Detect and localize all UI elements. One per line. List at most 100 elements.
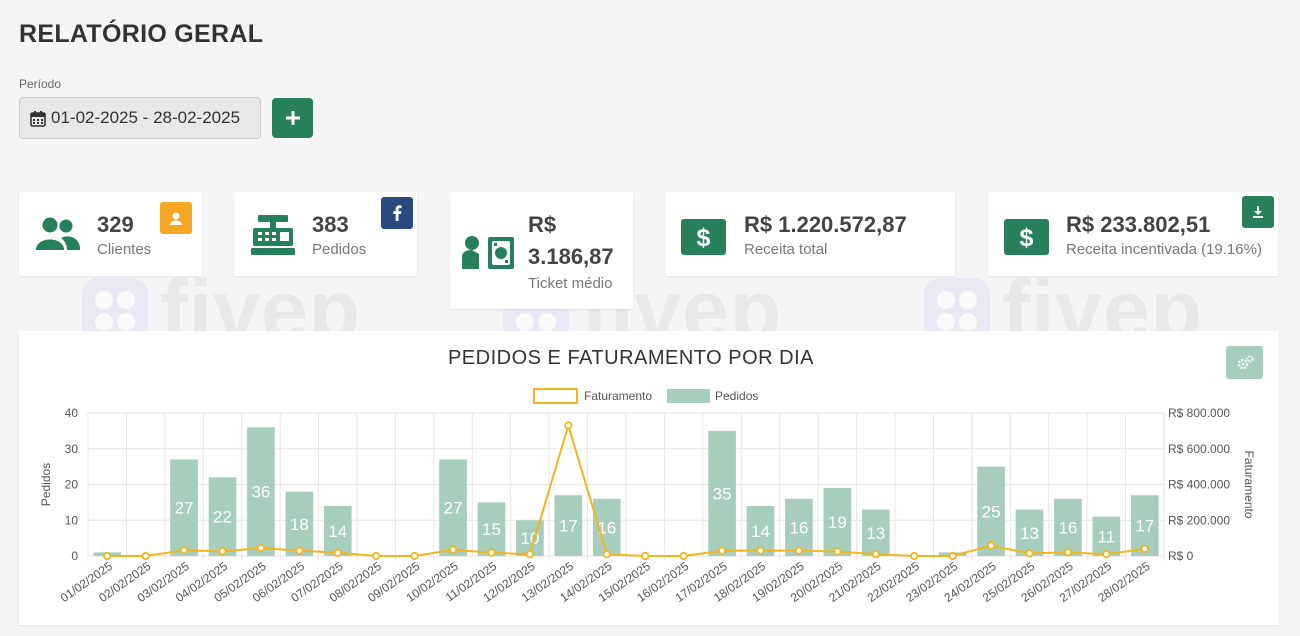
- clients-value: 329: [97, 212, 134, 237]
- chart-line-point: [141, 551, 150, 561]
- chart-canvas: 0 10 20 30 40 R$ 0 R$ 200.000 R$ 400.000 R$ 600.…: [39, 388, 1256, 605]
- chart-line-point: [794, 546, 804, 555]
- chart-bar: [977, 466, 1005, 556]
- chart-line-point: [986, 541, 996, 550]
- y-tick-right: R$ 200.000: [1168, 513, 1230, 527]
- facebook-icon: [393, 205, 402, 221]
- download-button[interactable]: [1242, 196, 1274, 228]
- bar-data-label: 14: [328, 522, 347, 541]
- y-tick-right: R$ 600.000: [1168, 442, 1230, 456]
- chart-bar: [247, 427, 275, 556]
- legend-swatch-faturamento: [533, 388, 578, 404]
- ticket-label: Ticket médio: [528, 275, 613, 292]
- chart-line-point: [602, 550, 611, 559]
- chart-line-point: [410, 551, 419, 561]
- chart-bar: [323, 505, 352, 556]
- chart-line-point: [372, 551, 381, 561]
- chart-line-point: [218, 547, 227, 556]
- chart-bar: [823, 488, 852, 556]
- cash-register-icon: [251, 215, 295, 255]
- chart-bar: [1015, 509, 1044, 556]
- bar-data-label: 11: [1098, 527, 1116, 546]
- bar-data-label: 13: [1020, 524, 1039, 543]
- chart-line-point: [679, 551, 688, 561]
- date-range-picker[interactable]: 01-02-2025 - 28-02-2025: [19, 97, 261, 139]
- bar-data-label: 10: [520, 529, 539, 548]
- chart-line-point: [717, 546, 727, 555]
- cogs-icon: [1237, 355, 1253, 369]
- chart-line-point: [487, 548, 496, 557]
- orders-value: 383: [312, 212, 349, 237]
- chart-bar: [1092, 516, 1121, 556]
- card-revenue: $ R$ 1.220.572,87 Receita total: [665, 192, 955, 276]
- clients-badge[interactable]: [160, 202, 192, 234]
- bar-data-label: 15: [482, 520, 501, 539]
- legend-swatch-pedidos: [667, 389, 710, 403]
- money-icon: [462, 236, 514, 269]
- y-axis-label-left: Pedidos: [39, 463, 53, 506]
- chart-line-point: [1140, 544, 1149, 553]
- chart-line-point: [641, 551, 650, 561]
- chart-line-point: [833, 547, 842, 556]
- download-icon: [1253, 206, 1263, 218]
- chart-line-faturamento: [107, 422, 1145, 557]
- dollar-icon: $: [681, 219, 726, 255]
- chart-line-point: [756, 546, 765, 555]
- svg-text:$: $: [697, 224, 711, 252]
- ticket-value: 3.186,87: [528, 244, 614, 269]
- chart-line-point: [564, 421, 573, 430]
- period-label: Período: [19, 77, 62, 91]
- orders-label: Pedidos: [312, 241, 367, 258]
- chart-line-point: [910, 551, 919, 561]
- bar-data-label: 14: [751, 522, 770, 541]
- chart-bar: [1054, 498, 1082, 556]
- bar-data-label: 16: [1058, 518, 1077, 537]
- chart-bar: [477, 502, 506, 556]
- bar-data-label: 19: [828, 513, 847, 532]
- chart-line-point: [448, 545, 458, 554]
- chart-line-point: [525, 550, 535, 559]
- ticket-value-currency: R$: [528, 212, 557, 237]
- y-axis-label-right: Faturamento: [1242, 450, 1256, 518]
- y-tick-left: 0: [71, 549, 78, 563]
- chart-line-point: [103, 551, 112, 561]
- page-title: RELATÓRIO GERAL: [19, 20, 264, 48]
- bar-data-label: 13: [866, 524, 885, 543]
- chart-title: PEDIDOS E FATURAMENTO POR DIA: [447, 347, 815, 369]
- chart-line-point: [333, 548, 342, 557]
- add-button[interactable]: [272, 98, 313, 138]
- chart-bar: [285, 491, 314, 556]
- chart-bar: [708, 430, 736, 556]
- incentive-value: R$ 233.802,51: [1066, 212, 1211, 237]
- bar-data-label: 22: [213, 508, 232, 527]
- chart-line-point: [1102, 550, 1111, 559]
- chart-bar: [592, 498, 621, 556]
- revenue-label: Receita total: [744, 241, 828, 258]
- chart-line-point: [295, 546, 304, 555]
- card-clients: 329 Clientes: [19, 192, 202, 276]
- card-ticket: R$ 3.186,87 Ticket médio: [450, 192, 633, 309]
- y-tick-left: 40: [65, 406, 79, 420]
- chart-bar: [170, 459, 198, 556]
- chart-bar: [554, 495, 583, 556]
- facebook-badge[interactable]: [381, 197, 413, 229]
- calendar-icon: [30, 110, 46, 127]
- chart-bar: [439, 459, 467, 556]
- bar-data-label: 27: [175, 499, 194, 518]
- chart-bar: [861, 509, 890, 556]
- bar-data-label: 27: [444, 499, 463, 518]
- bar-data-label: 16: [789, 518, 808, 537]
- bar-data-label: 25: [982, 502, 1001, 521]
- y-tick-left: 10: [65, 513, 79, 527]
- bar-data-label: 36: [251, 483, 270, 502]
- clients-label: Clientes: [97, 241, 152, 258]
- legend-label-faturamento: Faturamento: [584, 389, 652, 403]
- chart-line-point: [179, 546, 189, 555]
- chart-line-point: [948, 551, 957, 561]
- bar-data-label: 17: [1135, 517, 1154, 536]
- bar-data-label: 35: [713, 484, 732, 503]
- chart-settings-button[interactable]: [1226, 346, 1263, 379]
- plus-icon: [285, 111, 300, 125]
- chart-line-point: [256, 543, 266, 553]
- y-tick-left: 30: [65, 442, 79, 456]
